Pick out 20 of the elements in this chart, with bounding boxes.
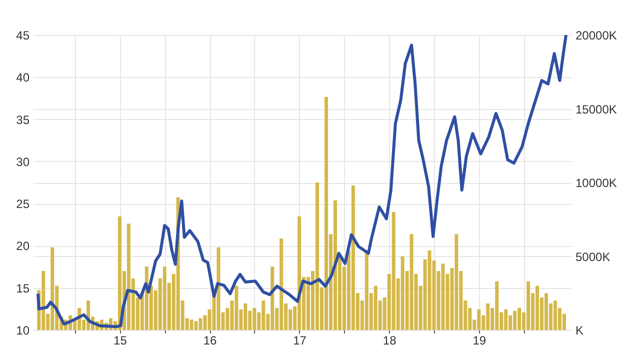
y2-tick-label: K (576, 324, 584, 338)
y-tick-label: 25 (16, 197, 30, 212)
y-tick-label: 30 (16, 154, 30, 169)
y-tick-label: 10 (16, 324, 30, 338)
y-tick-label: 35 (16, 112, 30, 127)
line-series (36, 34, 568, 328)
y2-tick-label: 5000K (576, 250, 610, 264)
x-tick-label: 17 (293, 334, 307, 348)
y-tick-label: 45 (16, 28, 30, 42)
bar (216, 247, 220, 330)
y-tick-label: 40 (16, 70, 30, 85)
y-tick-label: 20 (16, 239, 30, 254)
y2-tick-label: 20000K (576, 28, 617, 42)
x-tick-label: 19 (472, 334, 486, 348)
x-tick-label: 18 (382, 334, 397, 348)
y2-tick-label: 10000K (576, 176, 617, 190)
y2-tick-label: 15000K (576, 102, 617, 116)
x-tick-label: 16 (203, 334, 218, 348)
x-tick-label: 15 (114, 334, 128, 348)
y-tick-label: 15 (16, 281, 30, 296)
